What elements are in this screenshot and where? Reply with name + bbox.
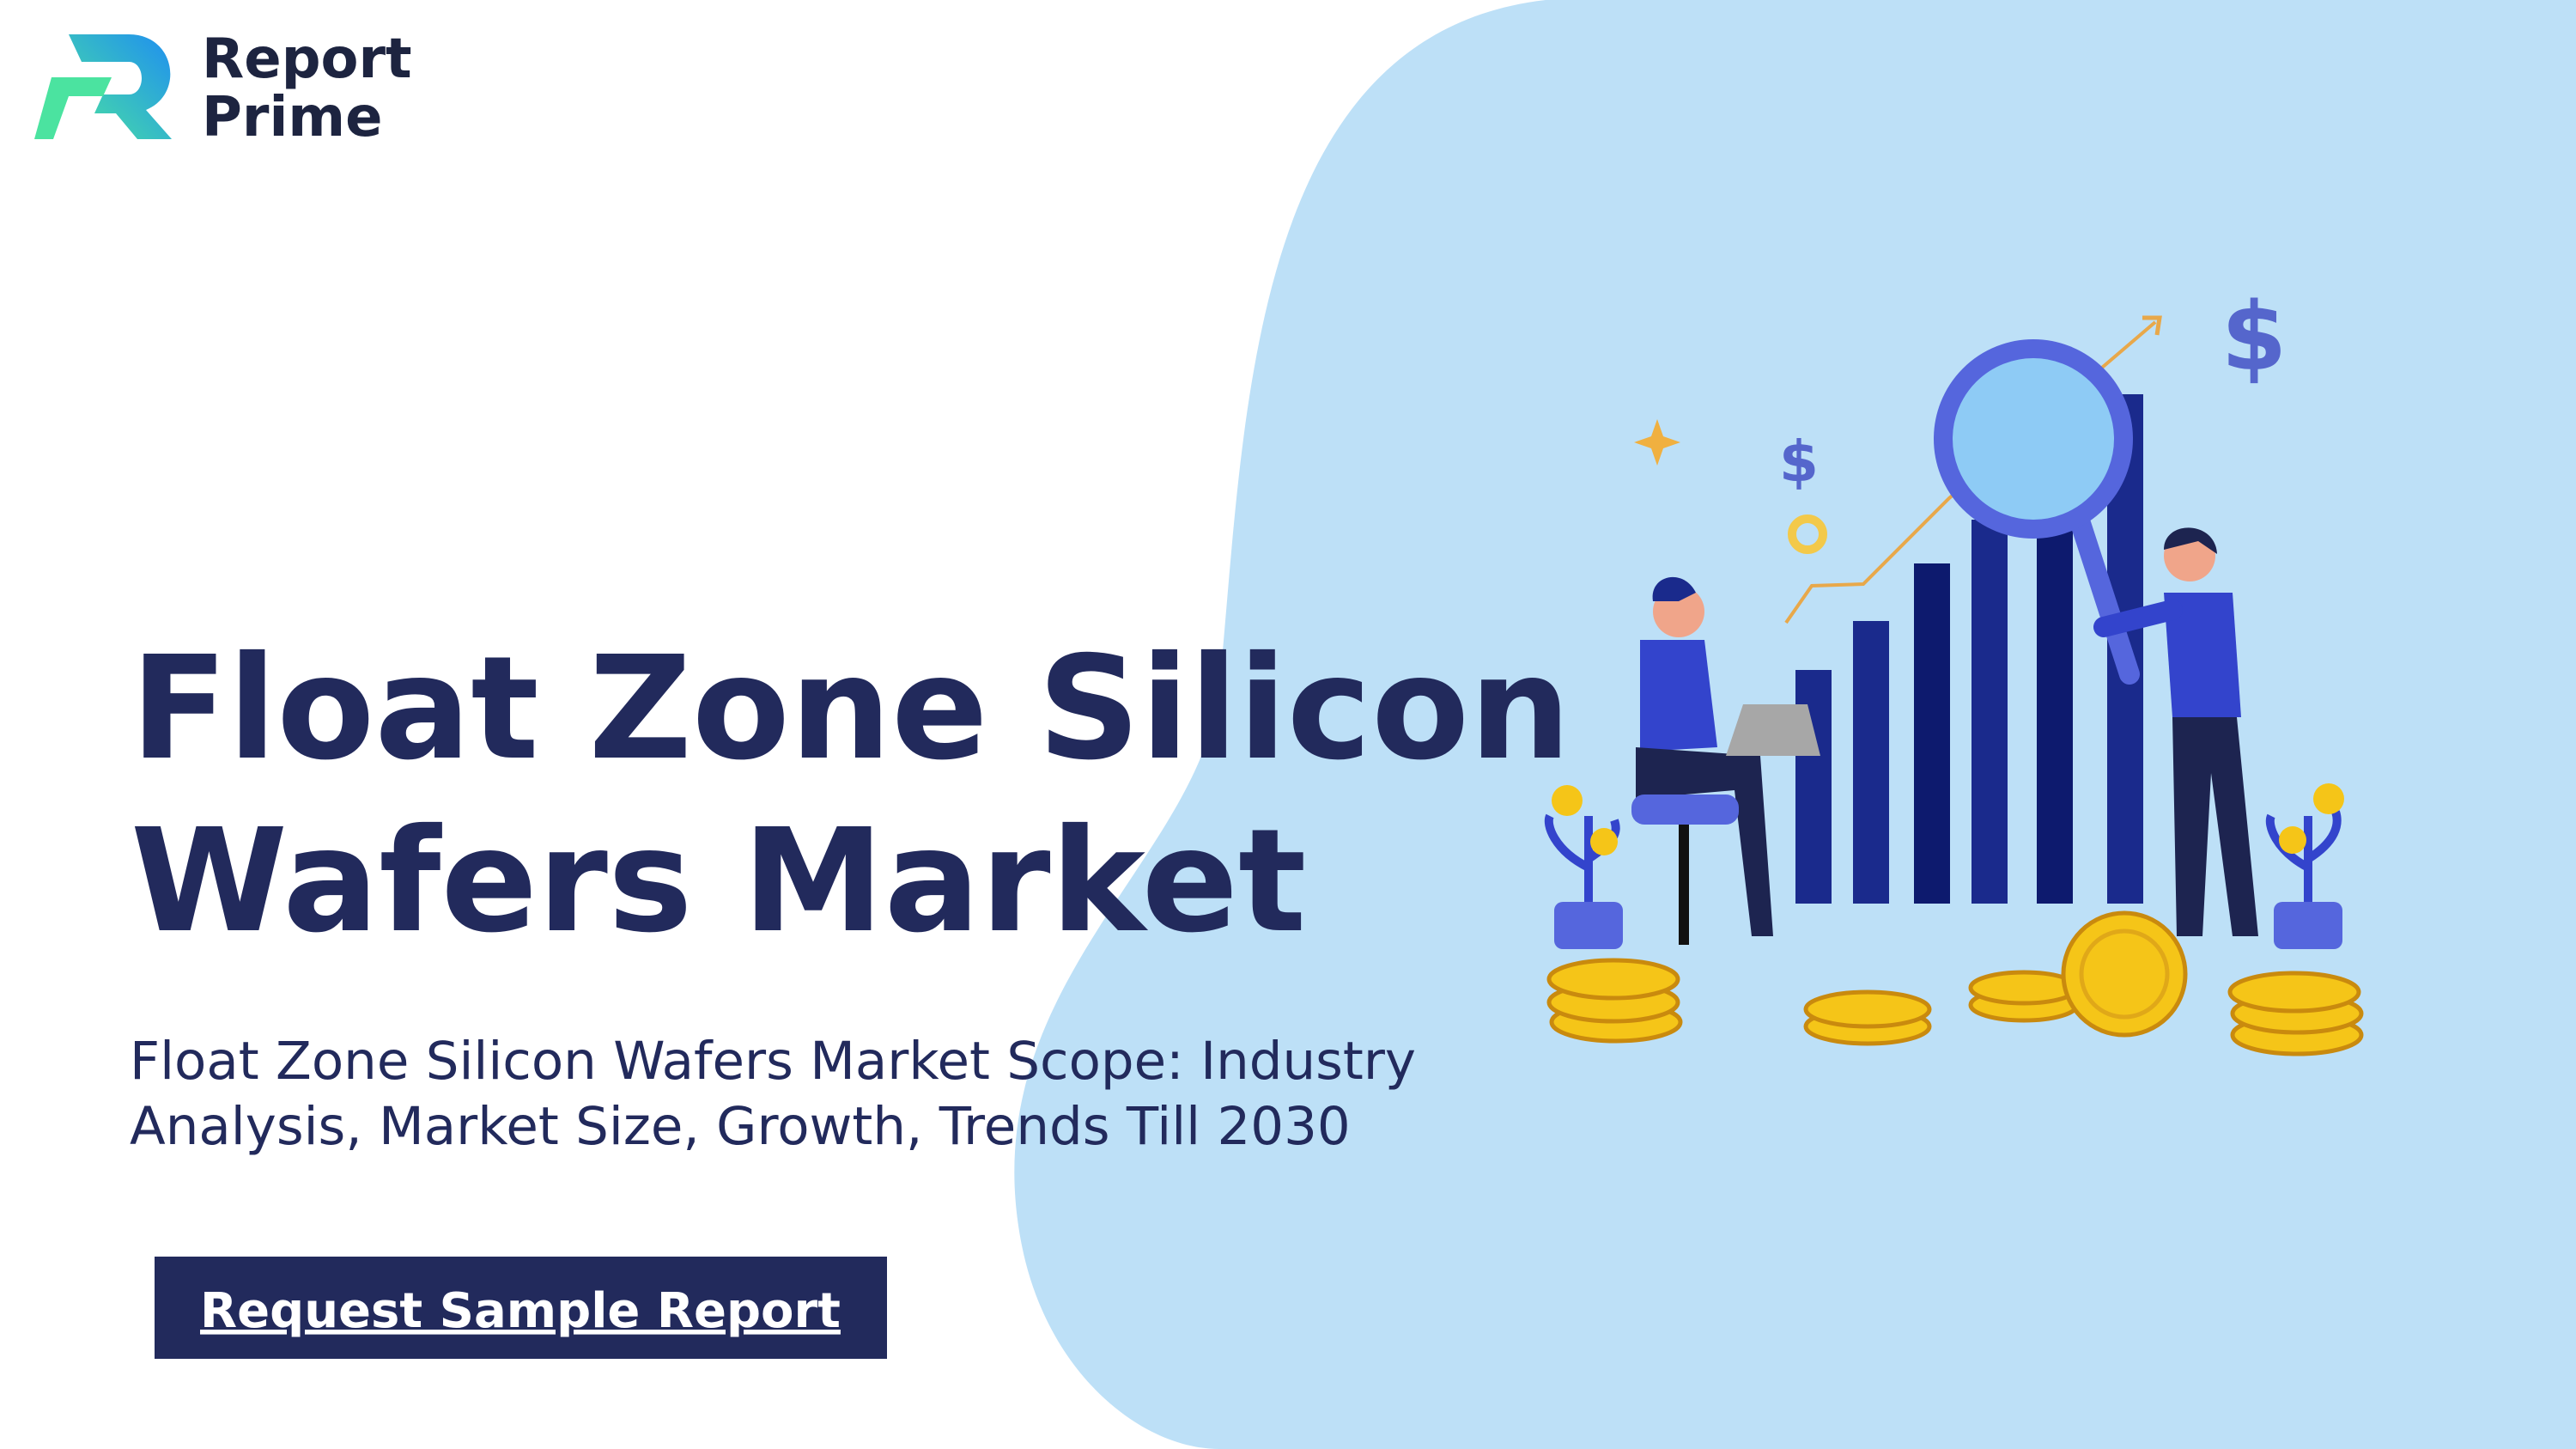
magnifier-handle bbox=[2068, 505, 2140, 685]
trend-arrow bbox=[2142, 315, 2162, 336]
dollar-symbol: $ bbox=[2221, 282, 2287, 392]
magnifier bbox=[1934, 339, 2133, 539]
plant-coin bbox=[1590, 828, 1618, 855]
logo-icon bbox=[34, 77, 112, 139]
illustration: $ $ bbox=[1544, 282, 2364, 1056]
person-arm bbox=[2093, 600, 2183, 637]
subtitle: Float Zone Silicon Wafers Market Scope: … bbox=[130, 1031, 1416, 1092]
person-body bbox=[1640, 640, 1717, 752]
sparkle bbox=[1634, 419, 1680, 466]
logo-icon bbox=[69, 34, 172, 139]
gear bbox=[1788, 514, 1827, 554]
person-body bbox=[2164, 593, 2241, 717]
plant-pot bbox=[2274, 902, 2342, 949]
button-label[interactable]: Request Sample Report bbox=[200, 1283, 841, 1339]
plant-coin bbox=[2279, 826, 2306, 854]
illustration-bar bbox=[1914, 563, 1950, 904]
logo-text: Prime bbox=[202, 86, 383, 149]
plant-coin bbox=[1552, 785, 1583, 816]
title: Wafers Market bbox=[131, 799, 1306, 965]
person-hair bbox=[1652, 576, 1696, 601]
dollar-symbol: $ bbox=[1779, 429, 1819, 495]
stool-leg bbox=[1679, 825, 1689, 945]
illustration-bar bbox=[1971, 520, 2008, 904]
plant bbox=[2265, 810, 2342, 902]
stool bbox=[1631, 795, 1739, 825]
request-button[interactable]: Request Sample Report bbox=[155, 1257, 887, 1359]
person-hair bbox=[2164, 527, 2217, 554]
plant-coin bbox=[2313, 783, 2344, 814]
title: Float Zone Silicon bbox=[131, 626, 1571, 792]
illustration-bar bbox=[2037, 526, 2073, 904]
logo-text: Report bbox=[202, 27, 412, 91]
button-background bbox=[155, 1257, 887, 1359]
person-legs bbox=[2172, 717, 2258, 936]
subtitle: Analysis, Market Size, Growth, Trends Ti… bbox=[130, 1096, 1351, 1157]
logo[interactable]: Report Prime bbox=[34, 27, 412, 149]
illustration-bar bbox=[1853, 621, 1889, 904]
laptop bbox=[1726, 704, 1820, 756]
coin-stacks bbox=[1546, 910, 2364, 1056]
plant-pot bbox=[1554, 902, 1623, 949]
